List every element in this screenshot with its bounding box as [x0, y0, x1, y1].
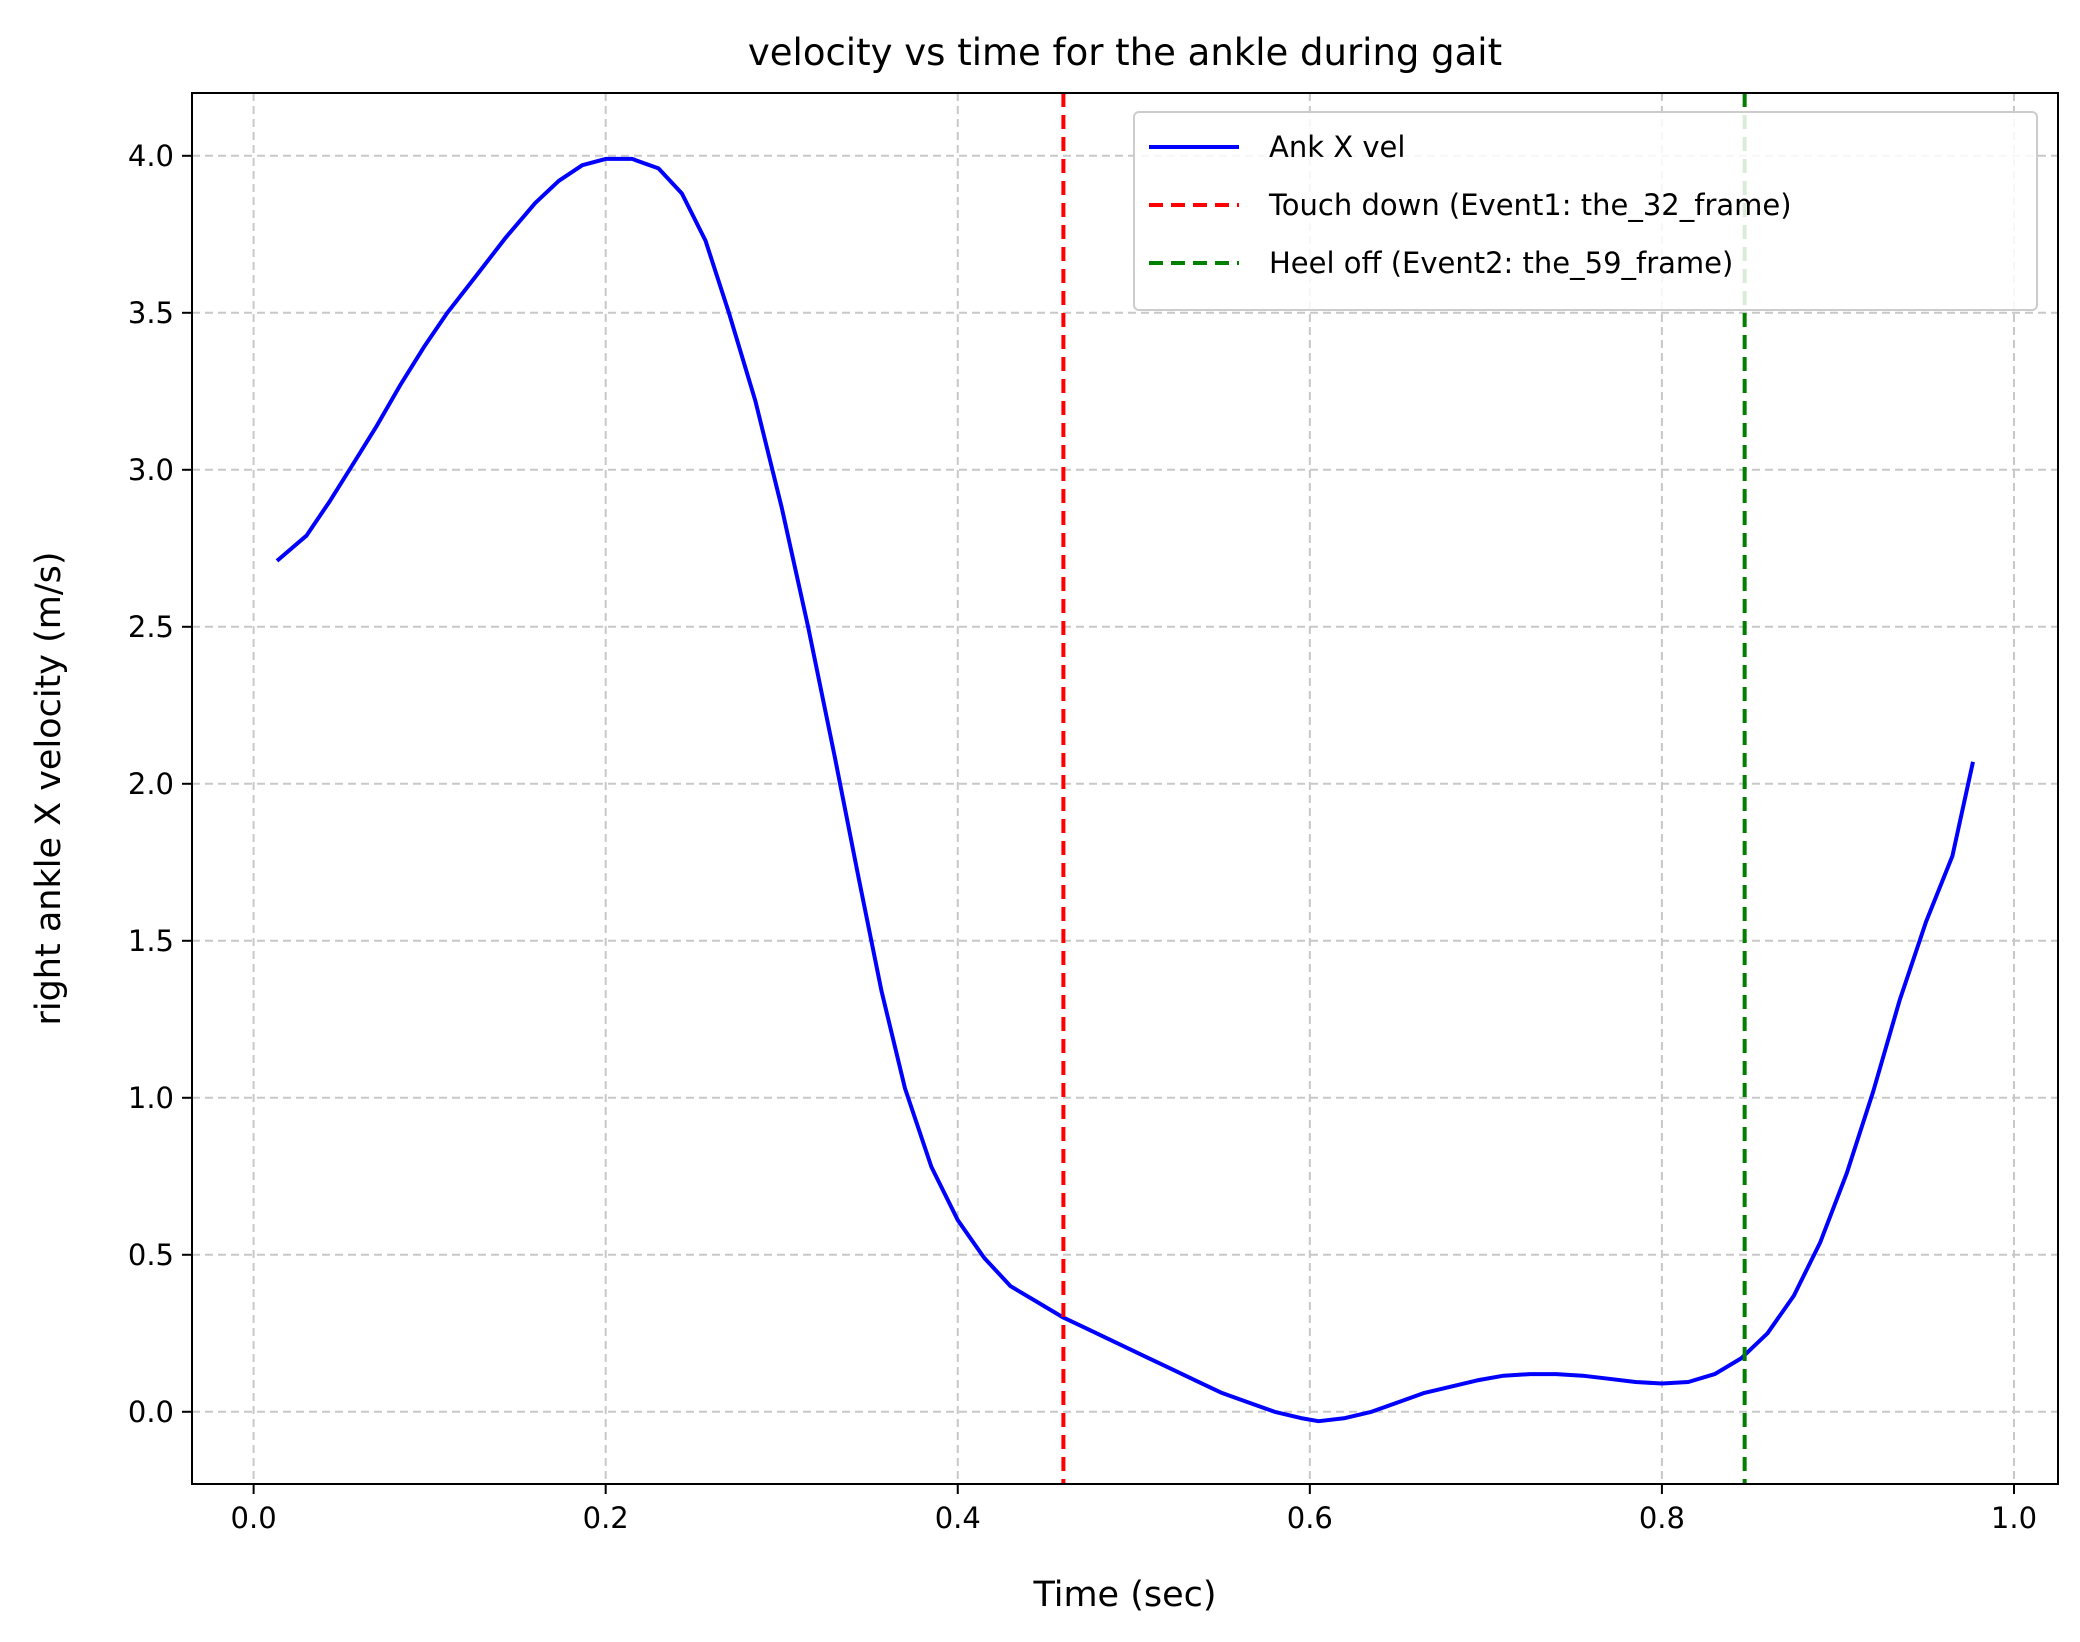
tick-layer: 0.0 0.2 0.4 0.6 0.8 1.0 0.0 0.5 1.0 1.5 2.0 2.5 3.0 3… [128, 139, 2037, 1535]
legend-label: Heel off (Event2: the_59_frame) [1269, 246, 1733, 280]
x-tick-label: 1.0 [1991, 1501, 2037, 1535]
plot-frame [191, 92, 2059, 1485]
y-tick-label: 1.5 [128, 924, 174, 958]
y-tick-label: 2.5 [128, 610, 174, 644]
legend: Ank X vel Touch down (Event1: the_32_fram… [1133, 111, 2038, 311]
y-tick-label: 0.0 [128, 1395, 174, 1429]
y-axis-label: right ankle X velocity (m/s) [29, 551, 69, 1025]
series-line-ank-x-vel [275, 156, 1975, 1424]
legend-box [1133, 111, 2038, 311]
grid-layer [192, 93, 2058, 1484]
y-tick-label: 1.0 [128, 1081, 174, 1115]
x-tick-label: 0.8 [1639, 1501, 1685, 1535]
legend-label: Touch down (Event1: the_32_frame) [1268, 188, 1792, 222]
chart-title: velocity vs time for the ankle during ga… [748, 31, 1502, 74]
y-tick-label: 4.0 [128, 139, 174, 173]
series-layer [275, 93, 1975, 1484]
legend-label: Ank X vel [1269, 130, 1405, 164]
y-tick-label: 0.5 [128, 1238, 174, 1272]
x-axis-label: Time (sec) [1032, 1575, 1216, 1615]
y-tick-label: 3.0 [128, 453, 174, 487]
x-tick-label: 0.6 [1287, 1501, 1333, 1535]
y-tick-label: 3.5 [128, 296, 174, 330]
x-tick-label: 0.4 [935, 1501, 981, 1535]
y-tick-label: 2.0 [128, 767, 174, 801]
x-tick-label: 0.0 [231, 1501, 277, 1535]
x-tick-label: 0.2 [583, 1501, 629, 1535]
